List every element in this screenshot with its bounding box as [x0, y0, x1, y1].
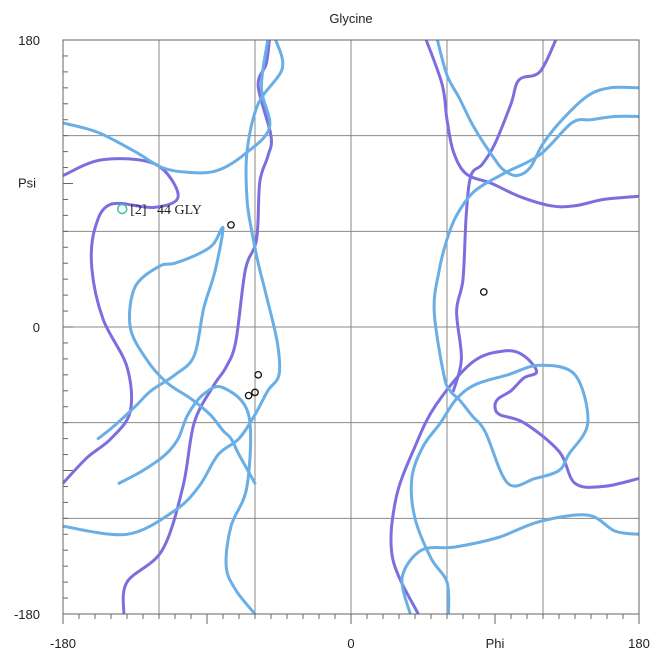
allowed-contour — [121, 40, 273, 614]
x-axis-label: Phi — [486, 636, 505, 651]
contour-lines — [63, 40, 639, 614]
favored-contour — [63, 40, 272, 175]
favored-contour — [409, 114, 639, 614]
chart-title: Glycine — [329, 11, 372, 26]
favored-contour — [117, 384, 257, 614]
y-tick-label-zero: 0 — [33, 320, 40, 335]
favored-contour — [96, 225, 257, 485]
y-tick-label-top: 180 — [18, 33, 40, 48]
x-tick-label-zero: 0 — [347, 636, 354, 651]
data-points — [227, 221, 488, 400]
plot-frame — [62, 39, 640, 615]
data-point — [254, 370, 263, 379]
data-point — [244, 391, 253, 400]
favored-contour — [63, 40, 285, 537]
data-point — [251, 388, 259, 397]
allowed-contour — [389, 349, 639, 614]
data-point — [479, 288, 488, 296]
favored-contour — [435, 40, 639, 178]
favored-contour — [400, 513, 639, 614]
x-tick-label-left: -180 — [50, 636, 76, 651]
outlier-marker — [116, 203, 128, 215]
allowed-contour — [451, 40, 558, 393]
data-point — [227, 221, 235, 229]
x-tick-label-right: 180 — [628, 636, 650, 651]
grid-lines — [63, 40, 639, 614]
y-axis-label: Psi — [18, 176, 36, 191]
allowed-contour — [424, 40, 639, 209]
outlier-label: [2] 44 GLY — [130, 203, 202, 218]
y-tick-label-bottom: -180 — [14, 607, 40, 622]
